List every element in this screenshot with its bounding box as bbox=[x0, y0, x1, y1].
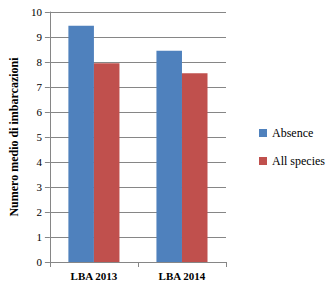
svg-text:6: 6 bbox=[36, 106, 42, 118]
svg-text:Numero medio di imbarcazioni: Numero medio di imbarcazioni bbox=[7, 57, 21, 217]
svg-text:5: 5 bbox=[36, 131, 42, 143]
svg-text:3: 3 bbox=[36, 181, 42, 193]
svg-text:7: 7 bbox=[36, 81, 42, 93]
svg-text:1: 1 bbox=[36, 231, 42, 243]
svg-text:10: 10 bbox=[31, 6, 43, 18]
svg-text:9: 9 bbox=[36, 31, 42, 43]
svg-text:LBA 2014: LBA 2014 bbox=[159, 270, 206, 282]
svg-text:Absence: Absence bbox=[272, 126, 313, 140]
svg-text:LBA 2013: LBA 2013 bbox=[71, 270, 118, 282]
svg-text:2: 2 bbox=[36, 206, 42, 218]
svg-text:All species: All species bbox=[272, 154, 325, 168]
svg-text:0: 0 bbox=[36, 256, 42, 268]
svg-text:8: 8 bbox=[36, 56, 42, 68]
svg-text:4: 4 bbox=[36, 156, 42, 168]
